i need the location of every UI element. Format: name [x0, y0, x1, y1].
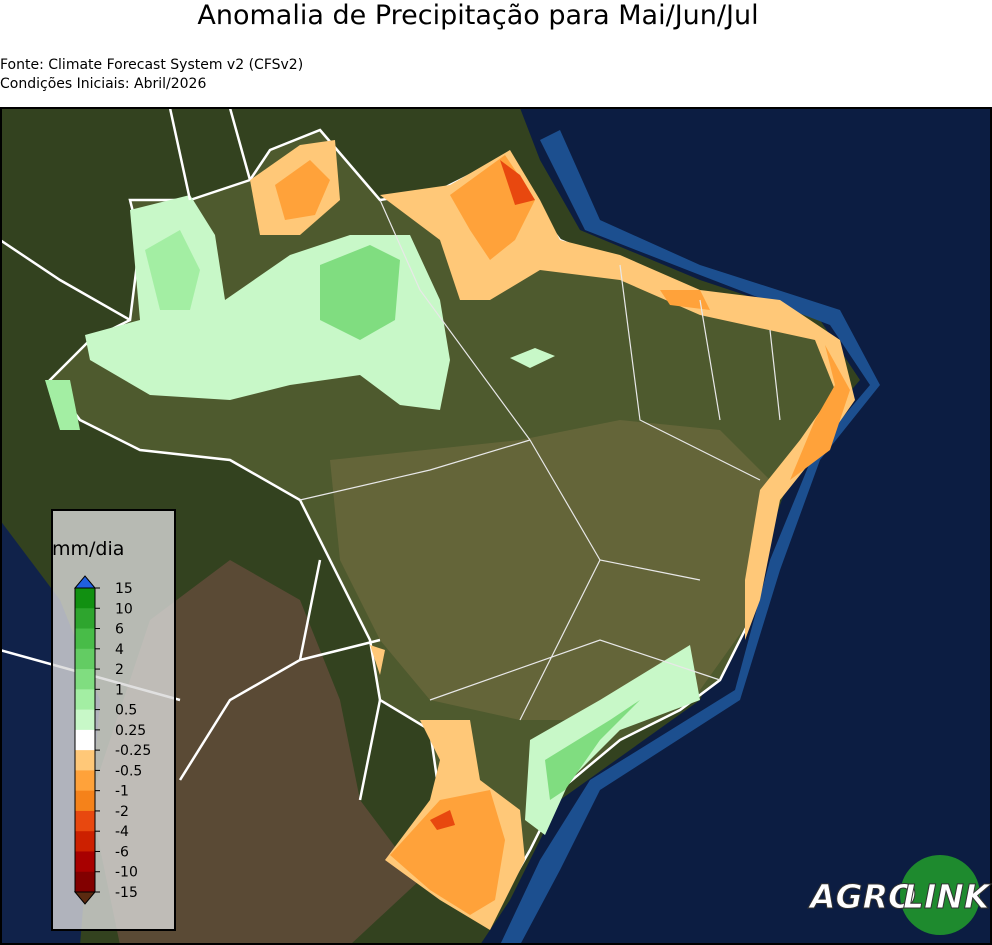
- negative-anomaly-peak: [430, 810, 455, 830]
- colorbar-tick-label: -1: [115, 784, 129, 800]
- negative-anomaly-core: [790, 345, 850, 480]
- map-title: Anomalia de Precipitação para Mai/Jun/Ju…: [197, 0, 759, 31]
- colorbar-tick-label: 1: [115, 682, 124, 698]
- colorbar-bin: [75, 689, 95, 711]
- colorbar: 15 10 6 4 2 1 0.5 0.25 -0.25 -0.5 -1 -2 -4 -6 -10 -15: [73, 575, 151, 905]
- colorbar-bin: [75, 851, 95, 873]
- country-borders: [1, 108, 382, 801]
- colorbar-bin: [75, 729, 95, 751]
- logo-text-1: AGRO: [807, 877, 916, 916]
- colorbar-outline: [74, 587, 96, 893]
- colorbar-tick-label: -2: [115, 804, 129, 820]
- negative-anomaly-core: [660, 290, 710, 310]
- negative-anomaly-core: [390, 790, 505, 915]
- colorbar-bin: [75, 628, 95, 650]
- logo: AGRO LINK: [807, 855, 992, 935]
- map-frame: [0, 107, 992, 945]
- colorbar-tick-label: 10: [115, 601, 133, 617]
- initial-conditions: Condições Iniciais: Abril/2026: [0, 76, 207, 92]
- positive-anomaly: [525, 645, 700, 835]
- colorbar-bin: [75, 831, 95, 852]
- logo-text-2: LINK: [903, 877, 992, 916]
- colorbar-tick-label: 6: [115, 622, 124, 638]
- colorbar-bin: [75, 871, 95, 893]
- colorbar-tick-label: 15: [115, 581, 133, 597]
- colorbar-bin: [75, 588, 95, 609]
- atlantic: [480, 108, 991, 944]
- colorbar-tick-label: -10: [115, 865, 138, 881]
- colorbar-bin: [75, 669, 95, 690]
- colorbar-tick-label: 0.5: [115, 703, 137, 719]
- logo-circle: [900, 855, 980, 935]
- negative-anomaly-core: [275, 160, 330, 220]
- colorbar-bin: [75, 608, 95, 630]
- colorbar-bin: [75, 790, 95, 812]
- colorbar-box: [51, 509, 176, 931]
- positive-anomaly-core: [145, 230, 200, 310]
- negative-anomaly: [380, 150, 855, 640]
- colorbar-tick-label: -0.25: [115, 743, 151, 759]
- state-borders: [299, 199, 781, 721]
- cerrado: [330, 420, 770, 720]
- negative-anomaly-peak: [500, 160, 535, 205]
- positive-anomaly-core: [545, 700, 640, 800]
- colorbar-tick-label: -6: [115, 844, 129, 860]
- positive-anomaly-core: [320, 245, 400, 340]
- colorbar-bin: [75, 750, 95, 771]
- colorbar-tick-label: -15: [115, 885, 138, 901]
- source: Fonte: Climate Forecast System v2 (CFSv2…: [0, 57, 304, 73]
- positive-anomaly: [510, 348, 555, 368]
- negative-anomaly: [370, 645, 385, 675]
- colorbar-bin: [75, 709, 95, 731]
- colorbar-tick-label: -0.5: [115, 763, 142, 779]
- colorbar-tick-label: 2: [115, 662, 124, 678]
- colorbar-bin: [75, 770, 95, 792]
- colorbar-bin: [75, 810, 95, 832]
- colorbar-bin: [75, 648, 95, 670]
- colorbar-tick-label: 0.25: [115, 723, 146, 739]
- colorbar-label: mm/dia: [52, 538, 124, 560]
- colorbar-tick-label: -4: [115, 824, 129, 840]
- colorbar-tick-label: 4: [115, 642, 124, 658]
- positive-anomaly: [45, 380, 80, 430]
